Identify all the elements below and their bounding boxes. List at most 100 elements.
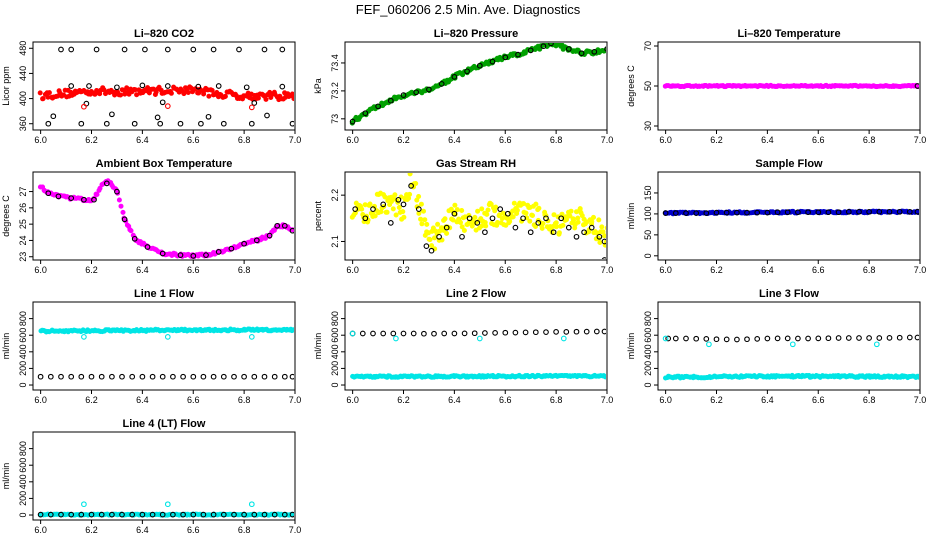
gas-stream-rh-rh-avg-point — [451, 210, 458, 217]
gas-stream-rh-rh-point — [484, 211, 490, 217]
line-4-flow-line-4-avg-point — [88, 511, 95, 518]
line-3-flow-plot-frame — [657, 301, 921, 391]
gas-stream-rh-rh-avg-point — [489, 215, 496, 222]
gas-stream-rh-rh-avg-point — [423, 243, 430, 249]
line-4-flow-line-4-spikes-point — [248, 501, 255, 508]
li820-pressure-pressure-avg-point — [604, 46, 606, 52]
li820-co2-co2-avg-point — [251, 100, 258, 106]
gas-stream-rh-rh-point — [392, 192, 398, 198]
gas-stream-rh-rh-point — [493, 204, 499, 210]
li820-co2-co2-dense-point — [168, 90, 174, 96]
gas-stream-rh-rh-point — [400, 209, 406, 215]
gas-stream-rh-title: Gas Stream RH — [436, 158, 516, 170]
sample-flow-ylabel: ml/min — [626, 203, 636, 230]
line-3-flow-line-3-high-point — [774, 335, 781, 342]
sample-flow-plot-frame — [657, 171, 921, 261]
li820-co2-co2-avg-point — [279, 46, 286, 53]
line-3-flow-marks — [662, 334, 919, 381]
gas-stream-rh-rh-avg-point — [596, 233, 603, 240]
ambient-box-temperature-box-temp-avg-point — [215, 249, 222, 255]
gas-stream-rh-rh-point — [430, 225, 436, 231]
line-3-flow-line-3-high-point — [886, 335, 893, 341]
li820-pressure-pressure-avg-point — [387, 97, 394, 104]
sample-flow-sample-flow-avg-point — [713, 209, 720, 216]
line-1-flow-line-1-low-point — [88, 373, 95, 380]
line-3-flow-ylabel: ml/min — [626, 333, 636, 360]
gas-stream-rh-rh-point — [483, 223, 489, 229]
sample-flow-sample-flow-avg-point — [744, 209, 750, 216]
li820-pressure-x-tick-label: 6.6 — [499, 135, 512, 145]
line-2-flow-line-2-high-point — [471, 330, 478, 337]
line-1-flow-line-1-low-point — [180, 373, 186, 380]
line-4-flow-line-4-avg-point — [119, 511, 125, 518]
ambient-box-temperature-box-temp-avg-point — [114, 188, 120, 195]
line-1-flow-line-1-dips-point — [248, 334, 255, 340]
line-4-flow-y-tick-label: 200 — [18, 491, 28, 506]
gas-stream-rh-rh-point — [454, 207, 460, 213]
gas-stream-rh-rh-point — [507, 218, 513, 224]
li820-pressure-pressure-avg-point — [515, 51, 521, 58]
ambient-box-temperature-box-temp-avg-point — [45, 190, 52, 197]
gas-stream-rh-rh-avg-point — [550, 229, 557, 236]
ambient-box-temperature-box-temp-avg-point — [103, 180, 110, 187]
li820-co2-co2-avg-point — [164, 83, 171, 89]
gas-stream-rh-rh-avg-point — [380, 201, 387, 208]
ambient-box-temperature-box-temp-avg-point — [253, 237, 260, 244]
ambient-box-temperature-x-tick-label: 7.0 — [289, 265, 302, 275]
li820-pressure-pressure-avg-point — [502, 54, 509, 61]
line-1-flow-y-tick-label: 200 — [18, 361, 28, 376]
gas-stream-rh-rh-avg-point — [436, 233, 442, 240]
gas-stream-rh-rh-point — [575, 219, 581, 225]
ambient-box-temperature-x-tick-label: 6.6 — [187, 265, 200, 275]
gas-stream-rh-rh-point — [461, 228, 467, 234]
line-1-flow-line-1-low-point — [271, 373, 278, 380]
ambient-box-temperature-box-temp-avg-point — [241, 240, 247, 247]
sample-flow-sample-flow-avg-point — [734, 209, 740, 216]
gas-stream-rh-y-tick-label: 2.2 — [330, 189, 340, 202]
li820-co2-co2-dense-point — [222, 93, 228, 99]
gas-stream-rh-rh-avg-point — [535, 220, 542, 226]
sample-flow-sample-flow-avg-point — [845, 208, 852, 215]
line-3-flow-line-3-high-point — [815, 335, 822, 342]
gas-stream-rh-rh-point — [427, 237, 433, 243]
line-2-flow-ylabel: ml/min — [313, 333, 323, 360]
li820-co2-co2-avg-point — [68, 46, 75, 53]
gas-stream-rh-rh-avg-point — [601, 257, 606, 259]
line-3-flow-x-tick-label: 6.8 — [863, 395, 876, 405]
li820-co2-co2-avg-point — [109, 111, 115, 118]
gas-stream-rh-rh-point — [600, 229, 606, 235]
line-3-flow-line-3-high-point — [906, 334, 913, 341]
gas-stream-rh-rh-point — [367, 201, 373, 207]
line-2-flow-line-2-high-point — [400, 330, 407, 337]
line-2-flow-line-2-high-point — [410, 330, 417, 337]
line-3-flow-x-tick-label: 6.4 — [761, 395, 774, 405]
line-3-flow-y-tick-label: 400 — [643, 344, 653, 359]
line-4-flow-line-4-avg-point — [129, 511, 136, 518]
ambient-box-temperature-ylabel: degrees C — [1, 195, 11, 237]
gas-stream-rh-x-tick-label: 6.0 — [346, 265, 359, 275]
gas-stream-rh-rh-avg-point — [466, 215, 473, 222]
line-1-flow-line-1-low-point — [231, 373, 237, 380]
line-4-flow-ylabel: ml/min — [1, 463, 11, 490]
li820-co2-y-tick-label: 400 — [18, 91, 28, 106]
line-1-flow-line-1-dips-point — [164, 334, 171, 340]
gas-stream-rh-rh-avg-point — [352, 206, 359, 212]
li820-co2-co2-avg-point — [164, 46, 171, 53]
li820-pressure-panel: Li–820 Pressure 6.0 6.2 6.4 6.6 6.8 7.0 73 73.2 7… — [313, 28, 613, 145]
li820-co2-co2-avg-point — [261, 46, 268, 53]
line-2-flow-line-2-high-point — [421, 330, 427, 337]
gas-stream-rh-rh-point — [429, 243, 435, 249]
li820-pressure-x-tick-label: 6.0 — [346, 135, 359, 145]
li820-pressure-pressure-avg-point — [548, 43, 554, 47]
line-1-flow-line-1-low-point — [47, 373, 54, 380]
li820-co2-co2-avg-point — [83, 100, 90, 107]
line-3-flow-line-3-high-point — [744, 336, 750, 343]
sample-flow-sample-flow-avg-point — [754, 209, 761, 216]
line-4-flow-line-4-avg-point — [251, 511, 258, 518]
li820-pressure-pressure-avg-point — [540, 43, 547, 50]
sample-flow-sample-flow-avg-point — [662, 210, 669, 216]
sample-flow-x-tick-label: 6.0 — [659, 265, 672, 275]
line-4-flow-line-4-avg-point — [190, 511, 197, 518]
gas-stream-rh-rh-avg-point — [573, 233, 580, 240]
